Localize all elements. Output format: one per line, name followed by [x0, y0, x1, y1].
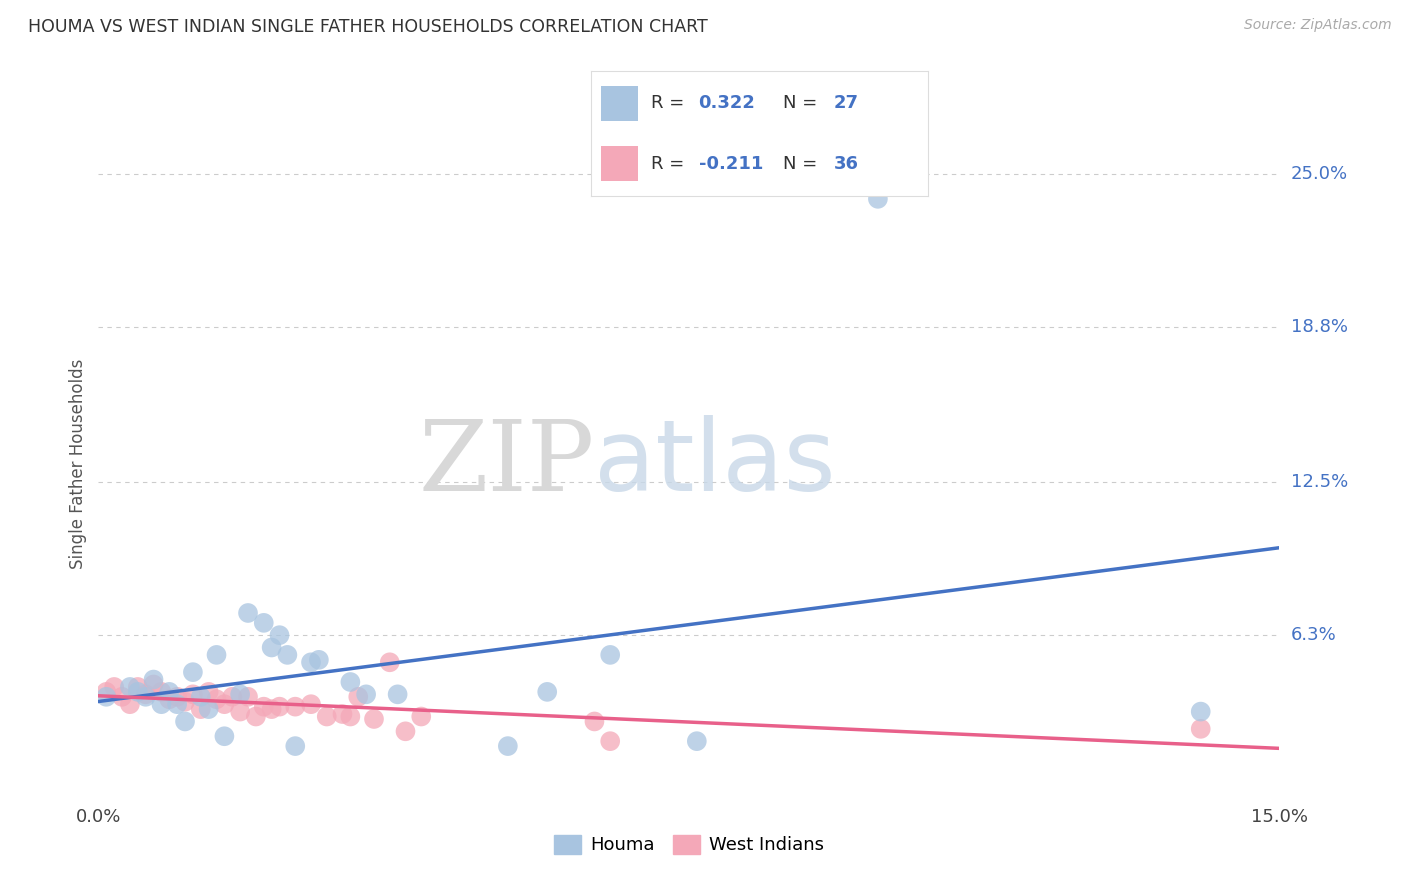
Text: 6.3%: 6.3%	[1291, 626, 1336, 644]
Point	[496, 739, 519, 753]
Point	[299, 697, 322, 711]
Point	[284, 739, 307, 753]
Point	[363, 712, 385, 726]
Point	[1189, 705, 1212, 719]
Point	[174, 695, 197, 709]
Text: ZIP: ZIP	[418, 416, 595, 512]
Point	[394, 724, 416, 739]
Point	[339, 709, 361, 723]
Point	[197, 685, 219, 699]
Point	[96, 685, 118, 699]
Text: 12.5%: 12.5%	[1291, 474, 1348, 491]
Text: N =: N =	[783, 95, 823, 112]
Text: R =: R =	[651, 95, 690, 112]
Point	[221, 690, 243, 704]
Point	[174, 714, 197, 729]
Point	[378, 655, 401, 669]
Legend: Houma, West Indians: Houma, West Indians	[547, 828, 831, 862]
Point	[236, 690, 259, 704]
Point	[150, 697, 173, 711]
Point	[269, 628, 291, 642]
Text: atlas: atlas	[595, 416, 837, 512]
Y-axis label: Single Father Households: Single Father Households	[69, 359, 87, 569]
Text: 36: 36	[834, 155, 859, 173]
Point	[387, 687, 409, 701]
Point	[205, 692, 228, 706]
Point	[118, 697, 141, 711]
Point	[190, 702, 212, 716]
Point	[197, 702, 219, 716]
Point	[103, 680, 125, 694]
Point	[354, 687, 377, 701]
Point	[276, 648, 298, 662]
Point	[111, 690, 134, 704]
Point	[269, 699, 291, 714]
Point	[315, 709, 337, 723]
Point	[205, 648, 228, 662]
Point	[157, 685, 180, 699]
FancyBboxPatch shape	[600, 87, 638, 121]
Point	[599, 734, 621, 748]
Point	[190, 690, 212, 704]
Point	[142, 677, 165, 691]
Point	[229, 705, 252, 719]
Point	[150, 685, 173, 699]
Point	[253, 615, 276, 630]
Point	[599, 648, 621, 662]
Text: 25.0%: 25.0%	[1291, 165, 1348, 183]
Text: 0.322: 0.322	[699, 95, 755, 112]
Text: HOUMA VS WEST INDIAN SINGLE FATHER HOUSEHOLDS CORRELATION CHART: HOUMA VS WEST INDIAN SINGLE FATHER HOUSE…	[28, 18, 707, 36]
Point	[411, 709, 433, 723]
Point	[229, 687, 252, 701]
Text: -0.211: -0.211	[699, 155, 763, 173]
Point	[866, 192, 889, 206]
Point	[260, 640, 283, 655]
Point	[135, 687, 157, 701]
Point	[157, 692, 180, 706]
Point	[96, 690, 118, 704]
Point	[253, 699, 276, 714]
Point	[135, 690, 157, 704]
Point	[260, 702, 283, 716]
Text: N =: N =	[783, 155, 823, 173]
FancyBboxPatch shape	[600, 146, 638, 181]
Text: 18.8%: 18.8%	[1291, 318, 1347, 336]
Point	[118, 680, 141, 694]
Point	[127, 685, 149, 699]
Point	[1189, 722, 1212, 736]
Text: 27: 27	[834, 95, 859, 112]
Point	[686, 734, 709, 748]
Point	[142, 673, 165, 687]
Point	[214, 729, 236, 743]
Point	[284, 699, 307, 714]
Point	[181, 665, 204, 680]
Point	[214, 697, 236, 711]
Point	[347, 690, 370, 704]
Text: Source: ZipAtlas.com: Source: ZipAtlas.com	[1244, 18, 1392, 32]
Point	[127, 680, 149, 694]
Point	[166, 690, 188, 704]
Point	[339, 675, 361, 690]
Point	[583, 714, 606, 729]
Point	[181, 687, 204, 701]
Point	[332, 707, 354, 722]
Point	[245, 709, 267, 723]
Point	[308, 653, 330, 667]
Point	[536, 685, 558, 699]
Point	[236, 606, 259, 620]
Point	[166, 697, 188, 711]
Point	[299, 655, 322, 669]
Text: R =: R =	[651, 155, 690, 173]
